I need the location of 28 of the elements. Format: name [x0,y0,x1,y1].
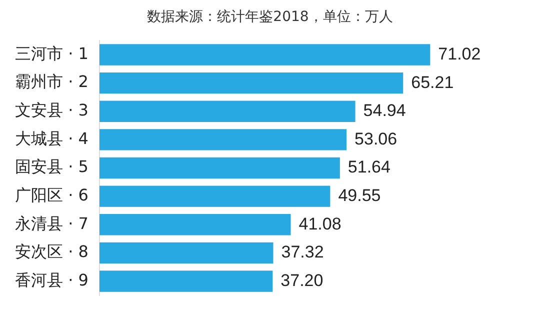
y-tick-label: 三河市 · 1 [15,44,88,63]
bar [99,100,356,122]
y-tick-label: 安次区 · 8 [15,242,88,262]
bar [99,129,347,150]
y-tick-label: 固安县 · 5 [15,157,88,176]
bar [99,44,430,66]
y-tick-label: 永清县 · 7 [15,214,88,233]
bar [99,72,404,94]
data-label: 41.08 [298,214,342,234]
bar [99,214,291,236]
data-label: 71.02 [438,44,481,64]
chart-subtitle: 数据来源：统计年鉴2018，单位：万人 [146,8,394,27]
bar [99,186,330,207]
data-label: 53.06 [354,129,398,148]
bar [99,157,340,179]
bar [99,242,274,264]
data-label: 37.20 [280,270,324,290]
data-label: 54.94 [363,101,406,120]
data-label: 51.64 [348,158,390,177]
y-tick-label: 香河县 · 9 [15,270,88,290]
bar [99,270,273,292]
y-tick-label: 大城县 · 4 [15,128,88,148]
data-label: 49.55 [338,186,381,205]
y-tick-label: 文安县 · 3 [15,100,88,120]
data-label: 65.21 [411,72,454,92]
data-label: 37.32 [281,242,324,262]
y-tick-label: 霸州市 · 2 [15,72,88,92]
y-tick-label: 广阳区 · 6 [15,185,88,204]
